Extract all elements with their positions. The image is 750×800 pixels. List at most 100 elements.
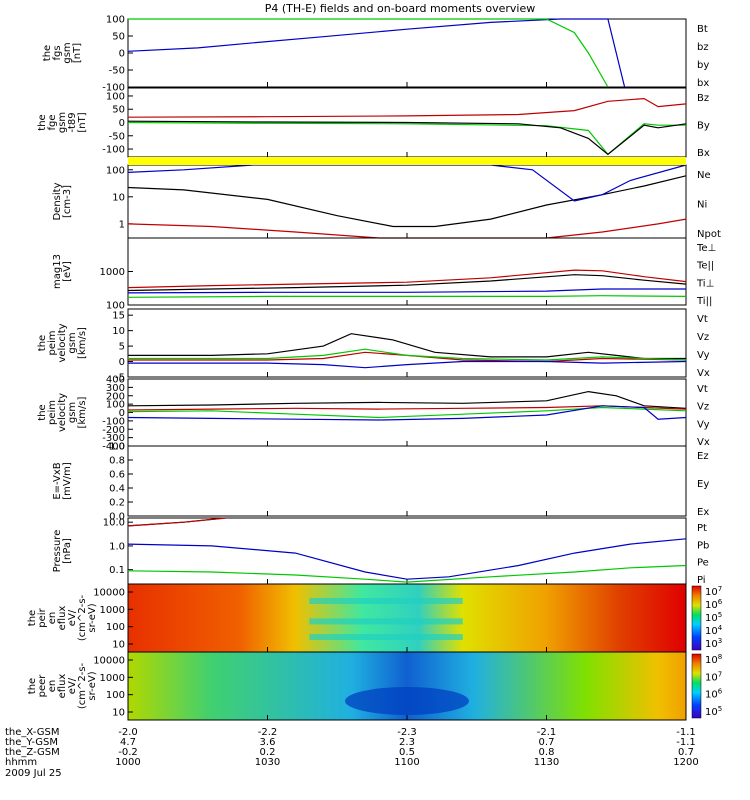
colorbar-tick-base: 10 [705,672,718,683]
y-tick-label: 100 [106,165,125,176]
y-axis-label-line: the [42,45,53,61]
y-axis-label-line: [eV] [62,261,73,282]
y-tick-label: 0.0 [109,512,125,523]
y-axis-label-line: eV/ [67,609,78,626]
spectrogram-band [309,634,463,641]
y-tick-label: 0.6 [109,470,125,481]
y-axis-label-line: fgs [52,45,63,60]
y-axis-label-line: peer [37,674,48,698]
y-tick-label: -100 [102,416,125,427]
y-tick-label: 100 [106,15,125,26]
panel-9: 10710610510410310000100010010thepeirenef… [27,583,723,653]
y-tick-label: 100 [106,301,125,312]
y-tick-label: 100 [106,400,125,411]
colorbar-tick-base: 10 [705,690,718,701]
y-axis-label: Pressure[nPa] [52,530,73,573]
series-Vy [128,348,687,361]
footer-value: -2.3 [397,727,417,738]
y-axis-label: Density[cm-3] [52,182,73,220]
panel-7: 1.0 0.8 0.6 0.4 0.2 0.0 E=-VxB[mV/m] Ez Ey Ex [52,442,709,523]
y-tick-label: -5 [115,373,125,384]
colorbar-tick-base: 10 [705,613,718,624]
legend-Vt: Vt [697,384,708,395]
footer-value: 1000 [115,757,140,768]
colorbar-tick-exponent: 7 [718,670,722,678]
legend-Vx: Vx [697,437,710,448]
y-tick-label: 0.1 [109,565,125,576]
footer-value: -1.1 [676,737,696,748]
colorbar-tick-label: 105 [705,705,722,718]
colorbar-tick-label: 105 [705,611,722,624]
legend-Bx: Bx [697,148,710,159]
legend-Vz: Vz [697,332,709,343]
footer-row-label: the_Z-GSM [5,747,60,758]
y-axis-label-line: peir [37,607,48,627]
colorbar-tick-exponent: 6 [718,688,723,696]
y-axis-label: thefgegsm-t89[nT] [37,112,88,133]
y-tick-label: 10 [112,192,125,203]
panel-frame [127,308,687,378]
panel-frame [127,237,687,306]
footer-value: -2.2 [258,727,278,738]
y-axis-label: thepeimvelocitygsm[km/s] [37,393,88,432]
figure-title: P4 (TH-E) fields and on-board moments ov… [265,2,536,15]
y-axis-label: thepeerenefluxeV/(cm^2-s-sr-eV) [27,662,98,709]
y-tick-label: -200 [102,425,125,436]
y-tick-label: 0.8 [109,456,125,467]
footer-value: 0.5 [399,747,415,758]
colorbar-tick-label: 107 [705,585,722,598]
legend-Ez: Ez [697,451,709,462]
y-tick-label: 10 [112,640,125,651]
series-Ti [127,288,686,294]
footer-value: 1100 [394,757,419,768]
y-tick-label: 10.0 [103,518,125,529]
footer-value: 0.8 [539,747,555,758]
y-tick-label: 100 [106,91,125,102]
panel-1: 100 50 0 -50 -100 thefgsgsm[nT] Bt bz by bx [42,15,709,94]
legend-Te||: Te|| [696,261,714,272]
panel-5: 15 10 5 0 -5 thepeimvelocitygsm[km/s] Vt Vz Vy Vx [37,308,710,384]
y-axis-label: thepeimvelocitygsm[km/s] [37,323,88,362]
footer-row-label: the_Y-GSM [5,737,58,748]
series-Ti [127,295,687,298]
y-tick-label: 1 [119,219,125,230]
y-axis-label-line: gsm [57,112,68,133]
colorbar-tick-base: 10 [705,600,718,611]
y-axis-label: thepeirenefluxeV/(cm^2-s-sr-eV) [27,594,98,641]
y-axis-label-line: peim [47,400,58,425]
legend-Bt: Bt [697,24,708,35]
y-axis-label-line: eflux [57,606,68,631]
footer-value: 4.7 [120,737,136,748]
panels: 100500-50-100thefgsgsm[nT]Btbzbybx100500… [27,15,723,721]
series-Pe [127,564,687,583]
legend-bx: bx [697,78,709,89]
legend-Pi: Pi [697,575,706,586]
y-tick-label: 10 [112,708,125,719]
y-tick-label: 0 [119,118,125,129]
y-axis-label-line: gsm [67,332,78,353]
y-axis-label-line: the [27,610,38,626]
y-tick-label: 1000 [100,605,125,616]
colorbar-tick-exponent: 7 [718,585,722,593]
y-tick-label: 200 [106,391,125,402]
series-Te [127,274,687,292]
colorbar-tick-exponent: 8 [718,653,722,661]
colorbar-tick-base: 10 [705,707,718,718]
y-axis-label-line: sr-eV) [87,603,98,632]
y-axis-label-line: peim [47,330,58,355]
footer-value: 1030 [255,757,280,768]
spectrogram-band [309,618,463,625]
y-axis-label: mag13[eV] [52,254,73,289]
panel-4: 1000 100 mag13[eV] Te⊥ Te|| Ti⊥ Ti|| [52,237,716,312]
y-axis-label-line: velocity [57,323,68,362]
colorbar-tick-exponent: 5 [718,611,722,619]
footer-value: 2.3 [399,737,415,748]
y-axis-label-line: Pressure [52,530,63,573]
y-tick-label: 0.2 [109,498,125,509]
y-axis-label-line: [cm-3] [62,185,73,218]
y-axis-label-line: (cm^2-s- [77,594,88,641]
colorbar-tick-base: 10 [705,639,718,650]
y-axis-label-line: Density [52,182,63,220]
y-tick-label: -100 [102,83,125,94]
